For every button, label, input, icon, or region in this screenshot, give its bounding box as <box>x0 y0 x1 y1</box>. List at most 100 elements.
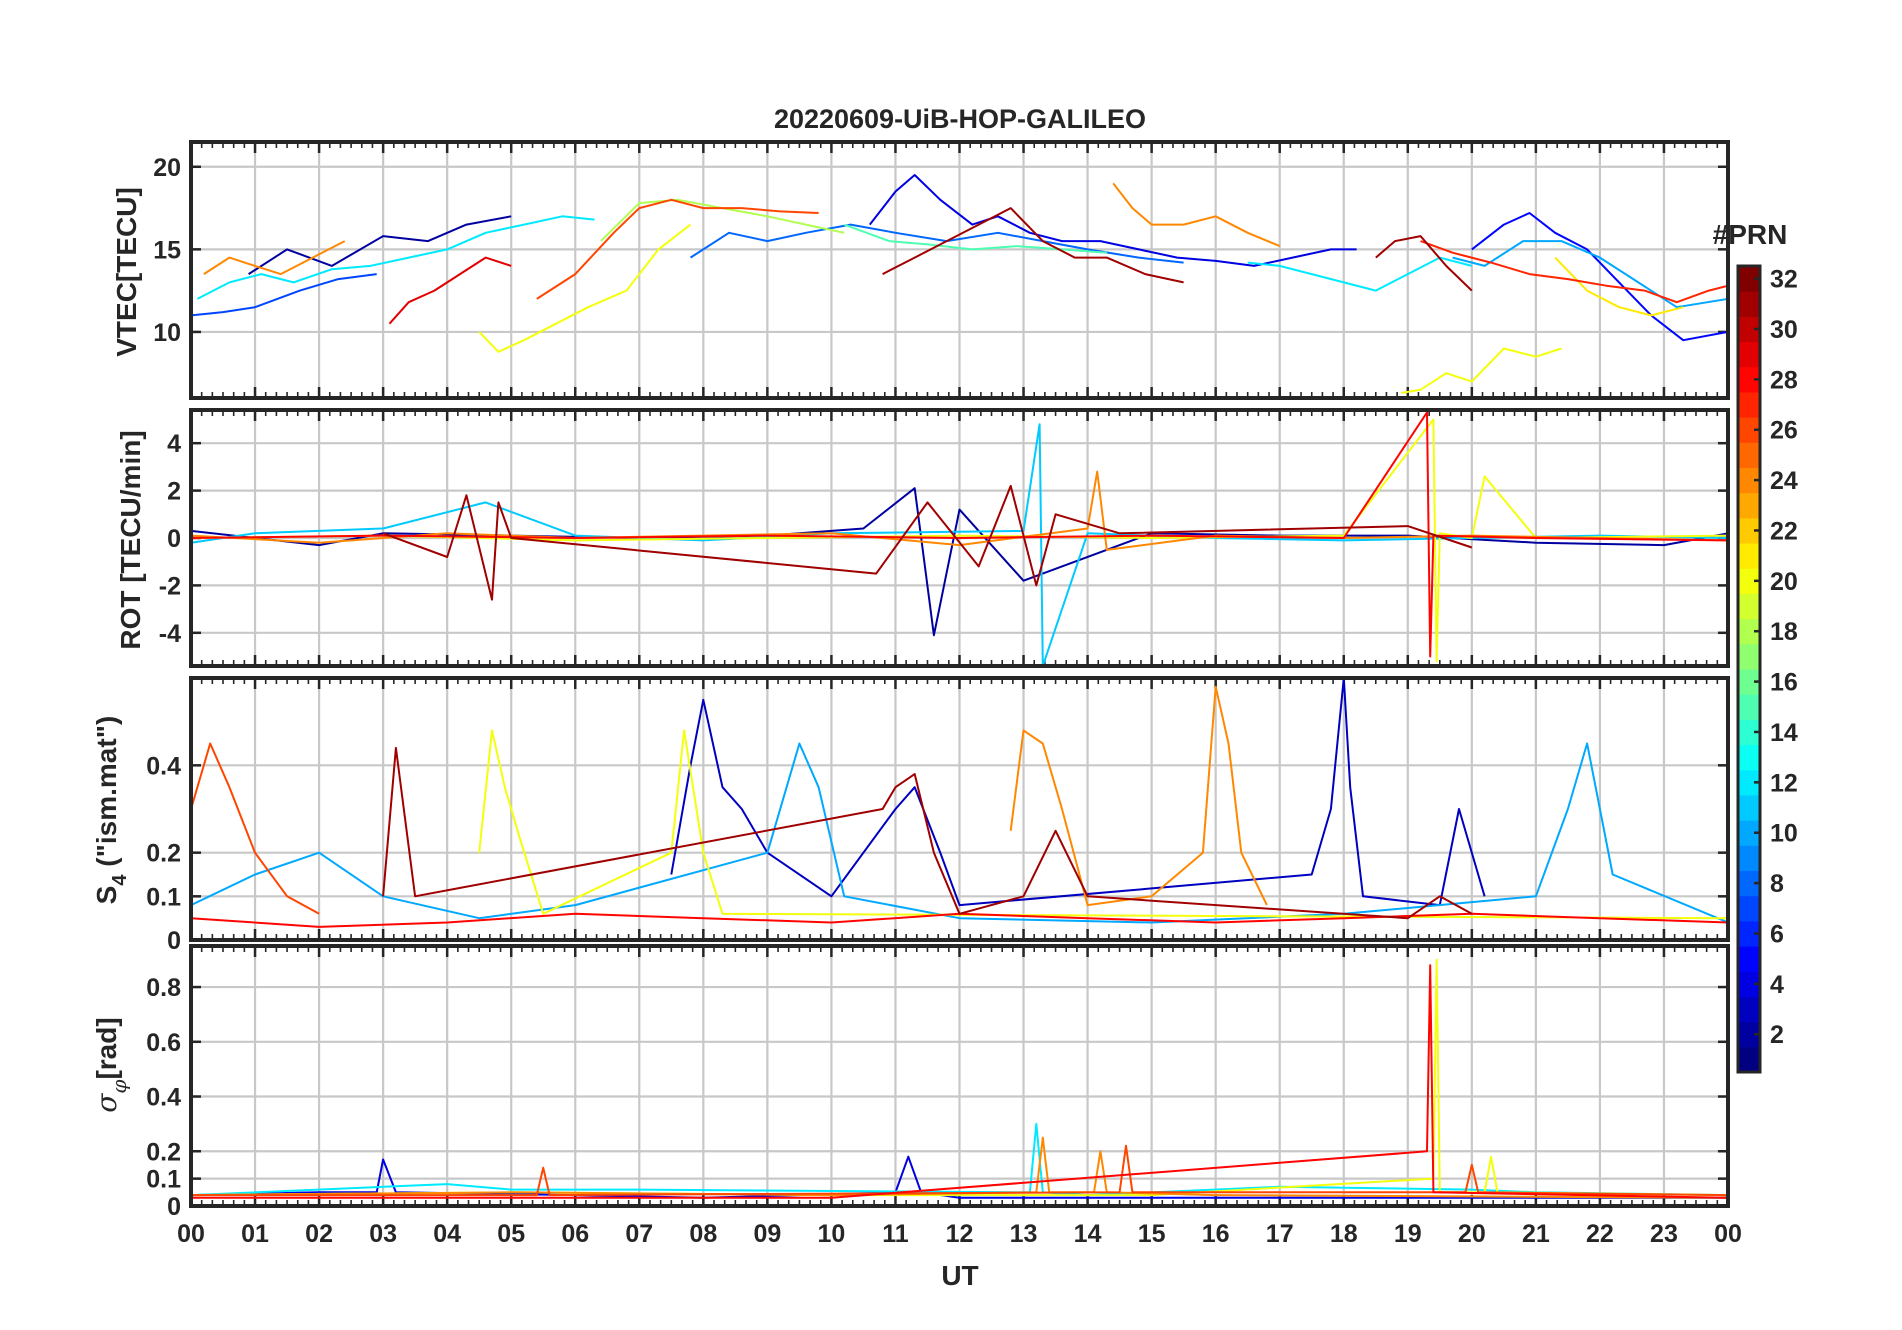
colorbar-bin <box>1738 316 1760 343</box>
series-line-prn-12 <box>196 215 595 300</box>
colorbar-bin <box>1738 971 1760 997</box>
panel-frame <box>189 944 1730 1208</box>
y-tick-label: 0.2 <box>146 840 181 868</box>
x-tick-label: 08 <box>689 1220 717 1248</box>
series-line-prn-20 <box>191 418 1728 663</box>
series-group <box>191 174 1728 394</box>
colorbar-tick-label: 6 <box>1770 920 1784 948</box>
x-tick-label: 20 <box>1458 1220 1486 1248</box>
series-line-prn-12 <box>1247 256 1473 292</box>
colorbar-bin <box>1738 543 1760 569</box>
x-tick-label: 10 <box>818 1220 846 1248</box>
y-tick-label: 0.6 <box>146 1029 181 1057</box>
x-tick-label: 03 <box>369 1220 397 1248</box>
series-line-prn-24 <box>1112 182 1281 248</box>
series-group <box>191 411 1728 666</box>
x-tick-label: 21 <box>1522 1220 1550 1248</box>
x-tick-label: 02 <box>305 1220 333 1248</box>
series-line-prn-29 <box>388 256 512 325</box>
colorbar-tick-label: 2 <box>1770 1021 1784 1049</box>
colorbar-bin <box>1738 341 1760 368</box>
series-line-prn-31 <box>882 207 1184 284</box>
colorbar-bin <box>1738 996 1760 1023</box>
colorbar-bin <box>1738 669 1760 695</box>
colorbar-bin <box>1738 442 1760 468</box>
ylabel-rot: ROT [TECU/min] <box>115 430 146 649</box>
x-axis-label: UT <box>941 1260 978 1291</box>
colorbar-bin <box>1738 1046 1760 1073</box>
s4-panel: 0 0.1 0.2 0.4 <box>146 676 1730 955</box>
colorbar-tick-label: 28 <box>1770 366 1798 394</box>
colorbar-tick-label: 24 <box>1770 467 1798 495</box>
series-line-prn-26 <box>191 1144 1728 1197</box>
y-tick-label: 0.4 <box>146 752 181 780</box>
y-tick-label: 15 <box>153 236 181 264</box>
x-tick-label: 13 <box>1010 1220 1038 1248</box>
colorbar-bin <box>1738 492 1760 519</box>
colorbar-bin <box>1738 568 1760 594</box>
panel-frame <box>189 408 1730 668</box>
x-tick-label: 12 <box>946 1220 974 1248</box>
y-tick-label: 0 <box>167 1193 181 1221</box>
x-tick-label: 23 <box>1650 1220 1678 1248</box>
series-line-prn-26 <box>191 742 320 915</box>
series-line-prn-8 <box>689 223 1184 264</box>
colorbar-tick-label: 32 <box>1770 266 1798 294</box>
x-tick-label: 17 <box>1266 1220 1294 1248</box>
panel-frame <box>189 140 1730 400</box>
y-tick-label: -4 <box>159 620 181 648</box>
colorbar-bin <box>1738 1021 1760 1048</box>
ylabel-sigma-phi: σφ[rad] <box>90 1017 131 1112</box>
y-tick-label: 10 <box>153 319 181 347</box>
series-line-prn-12 <box>191 1122 1728 1197</box>
series-line-prn-28 <box>191 964 1728 1199</box>
x-tick-label: 22 <box>1586 1220 1614 1248</box>
series-line-prn-31 <box>1375 235 1473 292</box>
colorbar-bin <box>1738 895 1760 922</box>
series-line-prn-7 <box>191 273 377 317</box>
ylabel-vtec: VTEC[TECU] <box>111 187 142 357</box>
colorbar-tick-label: 12 <box>1770 769 1798 797</box>
x-tick-label: 06 <box>561 1220 589 1248</box>
series-line-prn-20 <box>1401 347 1562 394</box>
colorbar-bin <box>1738 266 1760 292</box>
vtec-panel: 10 15 20 <box>153 140 1730 400</box>
x-tick-label: 01 <box>241 1220 269 1248</box>
colorbar-tick-label: 30 <box>1770 316 1798 344</box>
series-line-prn-26 <box>536 198 819 300</box>
series-line-prn-2 <box>248 215 512 275</box>
colorbar-bin <box>1738 920 1760 947</box>
series-line-prn-31 <box>382 746 1473 920</box>
colorbar-bin <box>1738 467 1760 494</box>
colorbar-bin <box>1738 769 1760 796</box>
x-tick-label: 18 <box>1330 1220 1358 1248</box>
x-tick-label: 00 <box>1714 1220 1742 1248</box>
colorbar-bin <box>1738 517 1760 544</box>
colorbar-bin <box>1738 291 1760 317</box>
series-line-prn-10 <box>191 742 1728 924</box>
series-line-prn-15 <box>843 223 1107 254</box>
series-line-prn-31 <box>382 484 1473 601</box>
colorbar-frame <box>1736 264 1762 1074</box>
y-tick-label: 0.1 <box>146 883 181 911</box>
series-line-prn-20 <box>478 729 1728 920</box>
colorbar-bin <box>1738 391 1760 418</box>
x-tick-label: 05 <box>497 1220 525 1248</box>
figure-title: 20220609-UiB-HOP-GALILEO <box>774 104 1146 134</box>
colorbar-bin <box>1738 845 1760 871</box>
rot-panel: -4 -2 0 2 4 <box>159 408 1730 668</box>
y-tick-label: 0 <box>167 525 181 553</box>
colorbar-bin <box>1738 694 1760 720</box>
colorbar-tick-label: 4 <box>1770 971 1784 999</box>
colorbar-tick-label: 18 <box>1770 618 1798 646</box>
x-tick-label: 16 <box>1202 1220 1230 1248</box>
x-tick-label: 04 <box>433 1220 461 1248</box>
x-tick-label: 19 <box>1394 1220 1422 1248</box>
colorbar-tick-label: 26 <box>1770 417 1798 445</box>
series-line-prn-24 <box>1009 685 1268 907</box>
x-tick-label: 00 <box>177 1220 205 1248</box>
colorbar-tick-label: 10 <box>1770 820 1798 848</box>
panel-frame <box>189 676 1730 942</box>
